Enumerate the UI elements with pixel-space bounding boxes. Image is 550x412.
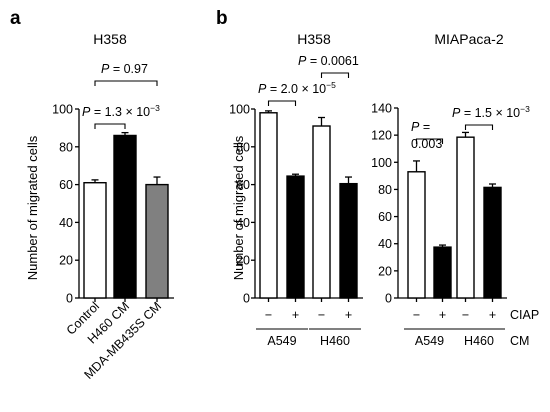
- panel-b1-title: H358: [297, 31, 331, 47]
- ciap-row: − + − + A549 H460 − + − + A549 H460: [256, 308, 505, 348]
- significance-bracket: [267, 100, 297, 106]
- y-tick-label: 40: [59, 216, 73, 230]
- bar: [456, 136, 475, 299]
- p-value-label: P =: [411, 120, 430, 134]
- significance-bracket: [94, 123, 126, 129]
- bar: [145, 183, 169, 299]
- bar: [259, 112, 278, 299]
- bar: [83, 182, 107, 299]
- bar: [483, 186, 502, 299]
- panel-letter-b: b: [216, 8, 228, 29]
- panel-a-ylabel: Number of migrated cells: [25, 135, 40, 280]
- ciap-sign: +: [439, 308, 446, 322]
- significance-bracket: [415, 138, 444, 144]
- y-tick-label: 60: [59, 178, 73, 192]
- bar: [407, 171, 426, 299]
- bar: [113, 134, 137, 299]
- p-value-label: P = 1.3 × 10−3: [82, 103, 160, 119]
- cm-label: CM: [510, 334, 529, 348]
- p-value-label: P = 0.97: [101, 62, 148, 76]
- ciap-sign: −: [318, 308, 325, 322]
- ciap-label: CIAP: [510, 308, 539, 322]
- y-tick-label: 80: [59, 140, 73, 154]
- y-tick-label: 80: [378, 183, 392, 197]
- y-tick-label: 40: [236, 216, 250, 230]
- bar: [339, 182, 358, 299]
- y-tick-label: 100: [229, 103, 250, 117]
- panel-b-ylabel: Number of migrated cells: [231, 135, 246, 280]
- p-value-label: P = 0.0061: [298, 54, 359, 68]
- y-tick-label: 60: [378, 210, 392, 224]
- bar: [286, 175, 305, 299]
- y-tick-label: 100: [52, 103, 73, 117]
- bar: [312, 125, 331, 299]
- ciap-sign: +: [489, 308, 496, 322]
- p-value-label: P = 2.0 × 10−5: [258, 80, 336, 96]
- significance-bracket: [320, 72, 350, 78]
- cm-group-label: H460: [320, 334, 350, 348]
- y-tick-label: 140: [371, 102, 392, 116]
- y-tick-label: 120: [371, 129, 392, 143]
- y-tick-label: 20: [236, 254, 250, 268]
- ciap-sign: −: [413, 308, 420, 322]
- chart-b1: 0 20 40 60 80 100 P = 2.0 × 10−5 P = 0.0061: [229, 54, 363, 306]
- panel-b2-title: MIAPaca-2: [434, 31, 503, 47]
- p-value-label-line2: 0.003: [411, 137, 442, 151]
- cm-group-label: H460: [464, 334, 494, 348]
- cm-group-label: A549: [415, 334, 444, 348]
- ciap-sign: +: [292, 308, 299, 322]
- y-tick-label: 0: [66, 292, 73, 306]
- y-tick-label: 0: [385, 292, 392, 306]
- y-tick-label: 40: [378, 237, 392, 251]
- significance-bracket: [94, 80, 158, 86]
- ciap-sign: −: [462, 308, 469, 322]
- y-tick-label: 20: [378, 264, 392, 278]
- y-tick-label: 80: [236, 140, 250, 154]
- cm-group-label: A549: [267, 334, 296, 348]
- y-tick-label: 20: [59, 254, 73, 268]
- panel-letter-a: a: [10, 8, 21, 29]
- ciap-sign: −: [265, 308, 272, 322]
- y-tick-label: 60: [236, 178, 250, 192]
- significance-bracket: [464, 124, 494, 130]
- y-tick-label: 100: [371, 156, 392, 170]
- p-value-label: P = 1.5 × 10−3: [452, 104, 530, 120]
- y-tick-label: 0: [243, 292, 250, 306]
- panel-a-title: H358: [93, 31, 127, 47]
- bar: [433, 246, 452, 299]
- ciap-sign: +: [345, 308, 352, 322]
- chart-b2: 0 20 40 60 80 100 120 140 P = 0.003 P = 1.5 × 10−3: [371, 102, 530, 306]
